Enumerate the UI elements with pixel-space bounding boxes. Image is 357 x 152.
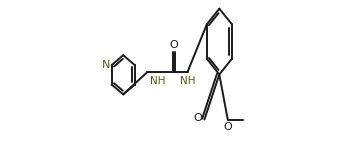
Text: NH: NH [150,76,166,86]
Text: NH: NH [180,76,195,86]
Text: O: O [223,122,232,132]
Text: N: N [102,60,110,70]
Text: O: O [170,40,178,50]
Text: O: O [193,113,202,123]
